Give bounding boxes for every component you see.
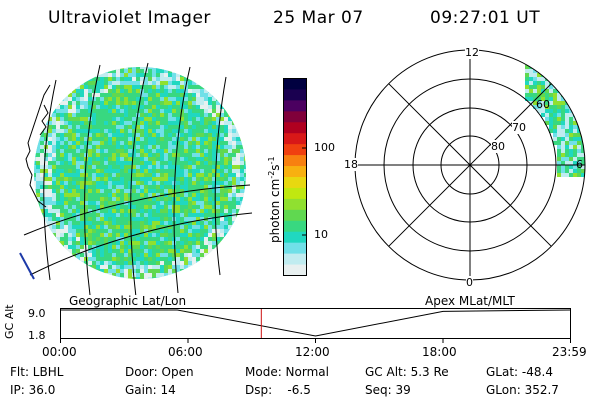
info-gc-alt: GC Alt: 5.3 Re bbox=[365, 365, 449, 379]
lat-label-60: 60 bbox=[536, 98, 550, 111]
time-label: 09:27:01 UT bbox=[430, 8, 541, 28]
info-glon: GLon: 352.7 bbox=[486, 383, 559, 397]
apex-label: Apex MLat/MLT bbox=[425, 294, 515, 308]
xtick-1200: 12:00 bbox=[295, 345, 330, 359]
lat-label-70: 70 bbox=[512, 121, 526, 134]
info-gain: Gain: 14 bbox=[125, 383, 176, 397]
colorbar-tick-10: 10 bbox=[314, 228, 328, 241]
info-dsp: Dsp: -6.5 bbox=[245, 383, 311, 397]
coast-fragment bbox=[19, 252, 35, 280]
geographic-label: Geographic Lat/Lon bbox=[69, 294, 187, 308]
colorbar-unit-label: photon cm-2s-1 bbox=[267, 156, 282, 243]
altitude-curve bbox=[60, 309, 571, 337]
lat-lon-grid bbox=[23, 62, 253, 295]
info-seq: Seq: 39 bbox=[365, 383, 411, 397]
info-mode: Mode: Normal bbox=[245, 365, 329, 379]
xtick-1800: 18:00 bbox=[422, 345, 457, 359]
mlt-label-0: 0 bbox=[466, 276, 473, 289]
lat-label-80: 80 bbox=[491, 140, 505, 153]
info-ip: IP: 36.0 bbox=[10, 383, 56, 397]
info-door: Door: Open bbox=[125, 365, 194, 379]
xtick-0000: 00:00 bbox=[42, 345, 77, 359]
mlt-label-12: 12 bbox=[465, 46, 479, 59]
info-filter: Flt: LBHL bbox=[10, 365, 64, 379]
polar-plot bbox=[354, 49, 586, 281]
alt-ymin: 1.8 bbox=[28, 329, 46, 342]
polar-emission bbox=[525, 65, 585, 177]
info-glat: GLat: -48.4 bbox=[486, 365, 553, 379]
instrument-title: Ultraviolet Imager bbox=[48, 8, 211, 28]
xtick-0600: 06:00 bbox=[168, 345, 203, 359]
altitude-plot bbox=[60, 308, 571, 343]
mlt-label-6: 6 bbox=[576, 158, 583, 171]
geographic-image bbox=[19, 62, 253, 295]
mlt-label-18: 18 bbox=[344, 158, 358, 171]
colorbar-tick-100: 100 bbox=[314, 141, 335, 154]
alt-axis-label: GC Alt bbox=[3, 304, 16, 339]
xtick-2359: 23:59 bbox=[552, 345, 587, 359]
coastline bbox=[25, 84, 51, 208]
date-label: 25 Mar 07 bbox=[273, 8, 364, 28]
alt-ymax: 9.0 bbox=[28, 307, 46, 320]
colorbar bbox=[283, 78, 307, 276]
